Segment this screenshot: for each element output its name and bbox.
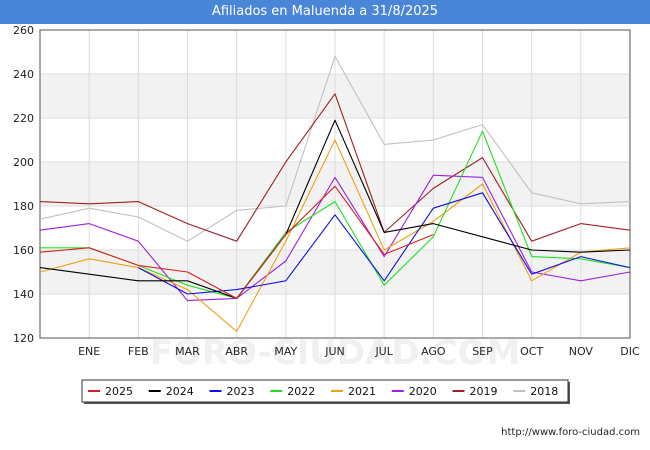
series-line-2020 xyxy=(39,174,631,302)
x-tick-label: JUL xyxy=(374,345,393,358)
x-tick-label: MAR xyxy=(175,345,200,358)
y-tick-label: 260 xyxy=(13,24,34,37)
x-tick-label: ENE xyxy=(78,345,100,358)
x-tick-label: DIC xyxy=(620,345,640,358)
x-tick-label: OCT xyxy=(520,345,543,358)
legend-label-2021: 2021 xyxy=(348,385,376,398)
series-line-2025 xyxy=(39,185,434,299)
source-url[interactable]: http://www.foro-ciudad.com xyxy=(501,427,640,438)
x-tick-label: JUN xyxy=(324,345,345,358)
x-tick-label: AGO xyxy=(421,345,446,358)
legend-box xyxy=(81,379,569,403)
y-tick-label: 120 xyxy=(13,332,34,345)
x-tick-label: NOV xyxy=(569,345,594,358)
y-tick-label: 200 xyxy=(13,156,34,169)
legend-label-2022: 2022 xyxy=(287,385,315,398)
y-tick-label: 220 xyxy=(13,112,34,125)
x-tick-label: MAY xyxy=(274,345,297,358)
legend-label-2025: 2025 xyxy=(105,385,133,398)
legend-label-2018: 2018 xyxy=(530,385,558,398)
y-tick-label: 140 xyxy=(13,288,34,301)
legend-label-2019: 2019 xyxy=(470,385,498,398)
legend: 2025 2024 2023 2022 2021 2020 2019 2018 xyxy=(81,379,570,404)
watermark: FORO-CIUDAD.COM xyxy=(150,333,521,373)
series-lines xyxy=(39,55,631,332)
y-axis-ticks: 120 140 160 180 200 220 240 260 xyxy=(13,24,34,345)
series-line-2024 xyxy=(39,119,631,299)
x-tick-label: ABR xyxy=(225,345,248,358)
chart-title: Afiliados en Maluenda a 31/8/2025 xyxy=(0,0,650,24)
series-line-2018 xyxy=(39,55,631,242)
legend-label-2020: 2020 xyxy=(409,385,437,398)
gridlines xyxy=(39,29,631,339)
legend-label-2023: 2023 xyxy=(227,385,255,398)
plot-border xyxy=(39,29,631,339)
x-tick-label: FEB xyxy=(128,345,149,358)
y-tick-label: 160 xyxy=(13,244,34,257)
legend-label-2024: 2024 xyxy=(166,385,194,398)
x-tick-label: SEP xyxy=(472,345,493,358)
x-axis-ticks: ENE FEB MAR ABR MAY JUN JUL AGO SEP OCT NOV DIC xyxy=(78,345,640,358)
y-tick-label: 180 xyxy=(13,200,34,213)
series-line-2023 xyxy=(138,192,631,295)
y-tick-label: 240 xyxy=(13,68,34,81)
series-line-2019 xyxy=(39,93,631,242)
